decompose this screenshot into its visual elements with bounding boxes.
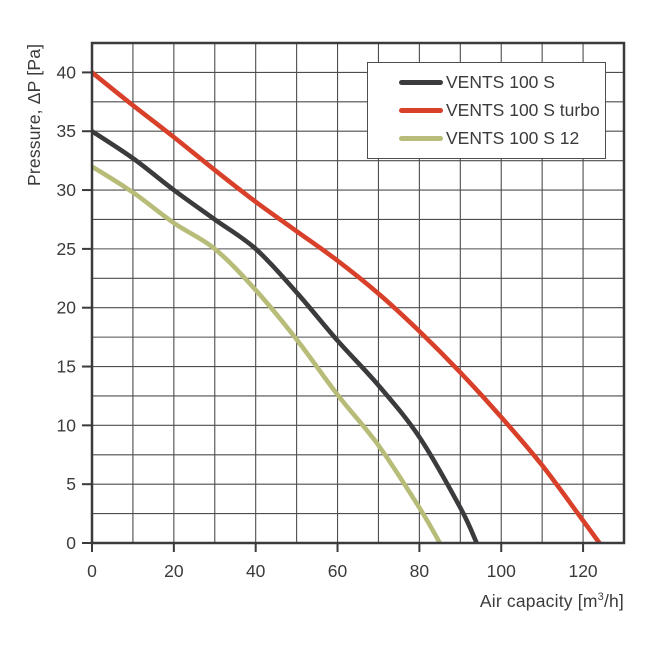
y-tick-label: 15 <box>57 357 76 377</box>
tick-labels: 0 20 40 60 80 100 120 0 5 10 15 20 25 30 35 40 <box>57 62 598 581</box>
legend-item: VENTS 100 S 12 <box>368 126 605 152</box>
legend-label: VENTS 100 S <box>446 71 555 92</box>
legend-item: VENTS 100 S <box>368 69 605 95</box>
x-axis-title-text: Air capacity [m <box>479 591 598 611</box>
legend-label: VENTS 100 S turbo <box>446 99 600 120</box>
series-curve-vents-100-s-turbo <box>92 70 602 543</box>
y-tick-label: 0 <box>66 533 76 553</box>
x-axis-title-suffix: /h] <box>603 591 624 611</box>
legend-item: VENTS 100 S turbo <box>368 97 605 123</box>
y-tick-label: 40 <box>57 62 77 82</box>
series-curves <box>92 70 602 543</box>
y-tick-label: 5 <box>66 474 76 494</box>
x-tick-label: 60 <box>328 561 348 581</box>
y-tick-label: 20 <box>57 298 77 318</box>
legend: VENTS 100 S VENTS 100 S turbo VENTS 100 S … <box>367 62 606 159</box>
legend-swatch-line-icon <box>399 136 443 142</box>
y-tick-label: 30 <box>57 180 77 200</box>
x-tick-label: 100 <box>487 561 516 581</box>
x-tick-label: 0 <box>87 561 97 581</box>
tick-marks <box>82 71 585 552</box>
plot-border <box>90 41 626 545</box>
y-tick-label: 10 <box>57 415 77 435</box>
legend-swatch-line-icon <box>399 107 443 113</box>
x-tick-label: 40 <box>246 561 266 581</box>
series-curve-vents-100-s <box>92 128 479 543</box>
x-tick-label: 20 <box>164 561 184 581</box>
x-axis-title-superscript: 3 <box>597 591 604 604</box>
y-tick-label: 35 <box>57 121 76 141</box>
series-curve-vents-100-s-12 <box>92 164 443 543</box>
x-axis-title: Air capacity [m3/h] <box>480 591 624 612</box>
y-axis-title: Pressure, ΔP [Pa] <box>24 43 44 186</box>
legend-label: VENTS 100 S 12 <box>446 128 580 149</box>
y-tick-label: 25 <box>57 239 76 259</box>
legend-swatch-line-icon <box>399 79 443 85</box>
x-tick-label: 80 <box>410 561 430 581</box>
x-tick-label: 120 <box>568 561 597 581</box>
